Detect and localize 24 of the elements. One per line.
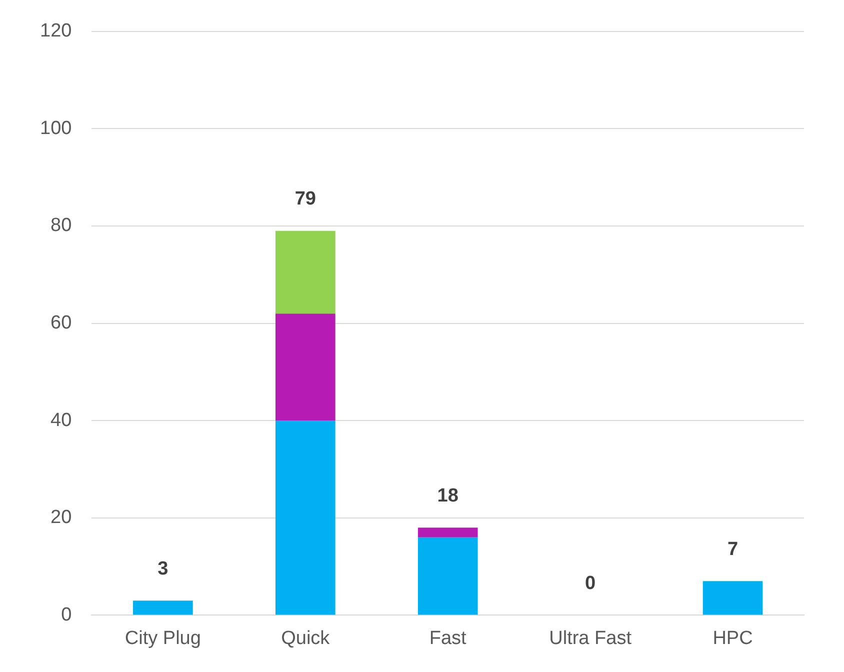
y-tick-label: 100 xyxy=(40,118,72,139)
total-label: 79 xyxy=(294,188,316,210)
total-label: 18 xyxy=(437,485,458,506)
y-tick-label: 20 xyxy=(50,507,72,528)
x-tick-label: Ultra Fast xyxy=(549,628,632,649)
x-tick-label: Fast xyxy=(429,628,468,649)
bar xyxy=(275,420,336,615)
y-tick-label: 60 xyxy=(50,312,72,334)
x-tick-label: City Plug xyxy=(124,628,201,649)
y-tick-label: 40 xyxy=(50,410,72,431)
x-tick-label: HPC xyxy=(712,628,753,649)
total-label: 0 xyxy=(585,572,596,594)
bar xyxy=(418,537,478,615)
y-tick-label: 0 xyxy=(61,604,72,626)
y-tick-label: 80 xyxy=(50,215,72,236)
total-label: 3 xyxy=(158,558,168,580)
total-label: 7 xyxy=(727,538,738,560)
x-tick-label: Quick xyxy=(281,628,330,649)
y-tick-label: 120 xyxy=(40,20,72,42)
bar xyxy=(702,581,763,615)
bar xyxy=(133,600,193,615)
bar xyxy=(275,314,336,421)
bar xyxy=(418,528,478,538)
bar xyxy=(275,230,336,314)
